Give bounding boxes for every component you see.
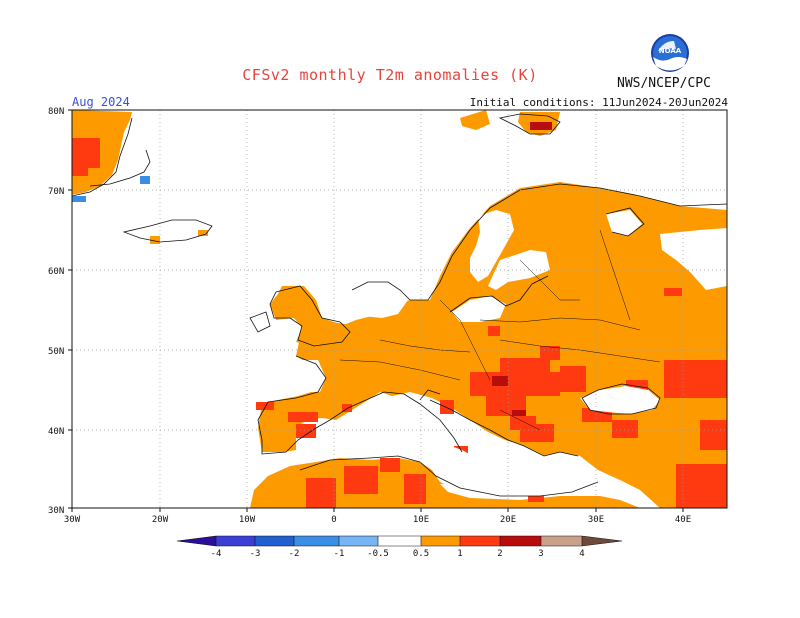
colorbar-tick: 4: [579, 549, 584, 559]
colorbar-segment: [255, 536, 294, 546]
colorbar-segment: [541, 536, 582, 546]
axis-ticks: [68, 109, 684, 512]
tyrrhenian-sea: [412, 404, 452, 446]
lat-label: 50N: [48, 347, 64, 357]
lat-label: 80N: [48, 107, 64, 117]
lon-label: 20E: [500, 515, 516, 525]
baltic-sea: [452, 296, 506, 322]
noaa-logo: NOAA: [651, 34, 689, 72]
colorbar-segment: [294, 536, 339, 546]
organization-label: NWS/NCEP/CPC: [617, 76, 711, 91]
sea-mask: [262, 210, 660, 496]
anomaly-field: [72, 110, 727, 508]
lon-label: 0: [331, 515, 336, 525]
colorbar-tick: -3: [250, 549, 261, 559]
anomaly-svalbard-arctic: [460, 110, 490, 130]
anomaly-svalbard-warm: [530, 122, 552, 130]
colorbar-segment: [177, 536, 216, 546]
initial-conditions: Initial conditions: 11Jun2024-20Jun2024: [469, 96, 728, 109]
colorbar-tick: 1: [457, 549, 462, 559]
anomaly-greenland-warm: [72, 138, 100, 176]
svg-text:NOAA: NOAA: [659, 47, 682, 55]
colorbar-segment: [582, 536, 622, 546]
mediterranean-sea: [300, 418, 598, 496]
black-sea: [580, 386, 660, 414]
colorbar-tick: -0.5: [367, 549, 389, 559]
colorbar-tick: -1: [334, 549, 345, 559]
map-frame: [71, 109, 728, 509]
anomaly-neutral-france-w: [300, 360, 326, 392]
colorbar-segment: [339, 536, 378, 546]
colorbar-segment: [500, 536, 541, 546]
anomaly-greenland-cool: [72, 176, 150, 202]
anomaly-iceland: [150, 230, 208, 244]
colorbar-tick: -2: [289, 549, 300, 559]
colorbar-segment: [460, 536, 500, 546]
anomaly-europe: [258, 182, 727, 508]
colorbar: -4 -3 -2 -1 -0.5 0.5 1 2 3 4: [176, 535, 623, 559]
lat-label: 40N: [48, 427, 64, 437]
lat-label: 60N: [48, 267, 64, 277]
colorbar-tick: 0.5: [413, 549, 429, 559]
anomaly-neutral-russia-n: [660, 228, 727, 290]
target-month: Aug 2024: [72, 95, 130, 109]
lat-label: 70N: [48, 187, 64, 197]
white-sea: [606, 210, 642, 236]
anomaly-neutral-baltic: [488, 250, 550, 290]
lon-label: 30E: [588, 515, 604, 525]
anomaly-british-isles: [270, 286, 352, 346]
anomaly-warm-cells: [256, 288, 727, 508]
colorbar-tick: 2: [497, 549, 502, 559]
lon-label: 30W: [64, 515, 81, 525]
colorbar-segment: [421, 536, 460, 546]
anomaly-neutral-scandinavia: [470, 210, 514, 282]
lon-label: 10E: [413, 515, 429, 525]
lon-label: 40E: [675, 515, 691, 525]
bay-of-biscay: [262, 368, 304, 396]
colorbar-segment: [216, 536, 255, 546]
chart-title: CFSv2 monthly T2m anomalies (K): [242, 66, 538, 84]
colorbar-tick: -4: [211, 549, 222, 559]
colorbar-segment: [378, 536, 421, 546]
coastlines: [72, 113, 727, 497]
colorbar-tick: 3: [538, 549, 543, 559]
lon-label: 20W: [152, 515, 169, 525]
anomaly-strong-warm-cells: [492, 376, 526, 416]
lat-label: 30N: [48, 506, 64, 516]
north-sea: [350, 282, 408, 318]
lon-label: 10W: [239, 515, 256, 525]
